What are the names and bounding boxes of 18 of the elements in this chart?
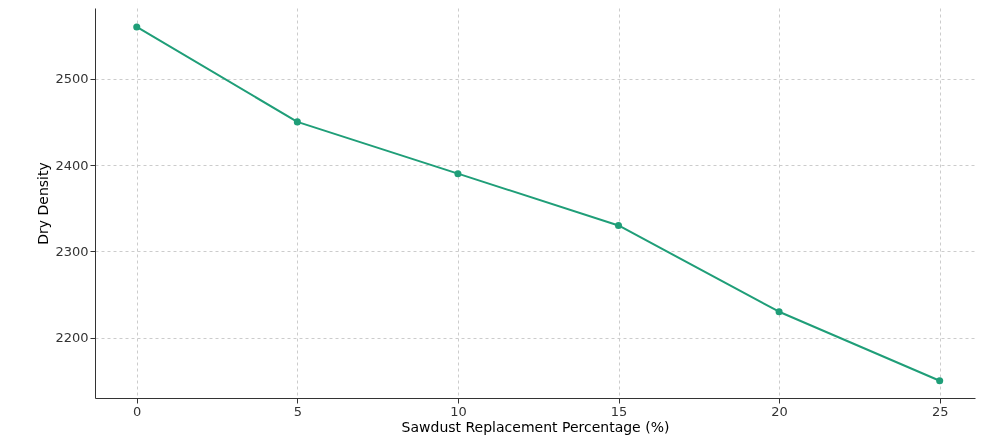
y-axis-title: Dry Density (35, 162, 52, 245)
point (293, 118, 301, 126)
x-tick-label: 20 (771, 403, 788, 419)
point (936, 377, 944, 385)
y-tick-label: 2300 (55, 243, 89, 259)
x-tick-label: 0 (133, 403, 142, 419)
x-tick-label: 5 (293, 403, 302, 419)
y-tick-label: 2400 (55, 157, 89, 173)
point (614, 221, 623, 229)
y-tick-label: 2200 (55, 330, 89, 346)
x-tick-label: 25 (931, 403, 949, 419)
x-axis-title: Sawdust Replacement Percentage (%) (401, 418, 670, 435)
y-tick-label: 2500 (55, 71, 89, 87)
point (454, 170, 462, 178)
x-tick-label: 10 (450, 403, 467, 419)
point (775, 308, 783, 316)
x-tick-label: 15 (610, 403, 628, 419)
point (133, 23, 141, 31)
